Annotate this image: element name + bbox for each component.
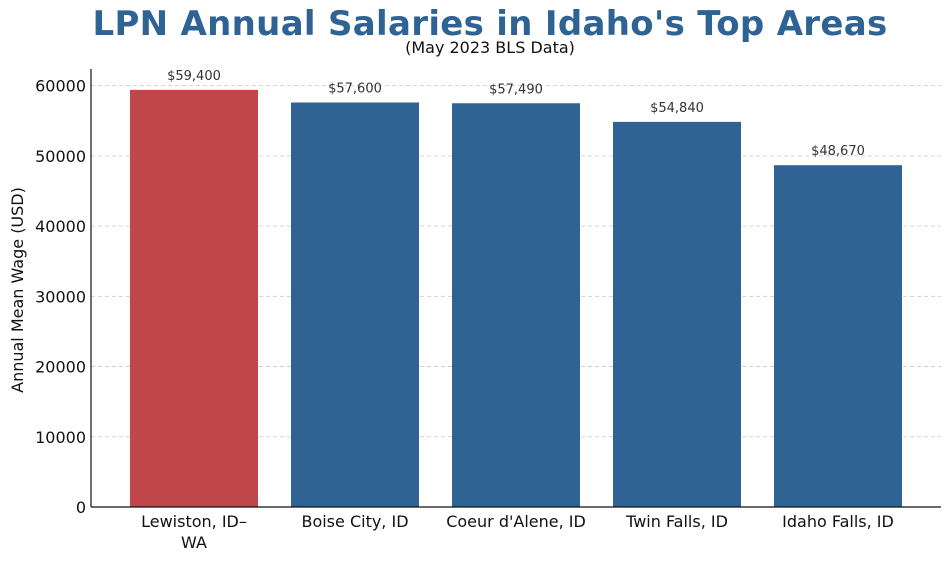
bar: [291, 102, 419, 507]
chart-subtitle: (May 2023 BLS Data): [405, 38, 575, 57]
x-tick-label: Boise City, ID: [301, 512, 408, 531]
chart-title: LPN Annual Salaries in Idaho's Top Areas: [92, 4, 888, 44]
data-label: $54,840: [650, 101, 704, 116]
y-tick-label: 20000: [35, 358, 86, 377]
x-tick-label: Idaho Falls, ID: [782, 512, 894, 531]
bar: [613, 121, 741, 507]
bar: [452, 103, 580, 507]
y-tick-label: 40000: [35, 217, 86, 236]
bars: [130, 89, 902, 507]
x-tick-label: Coeur d'Alene, ID: [446, 512, 586, 531]
bar: [130, 89, 258, 507]
data-label: $57,600: [328, 81, 382, 96]
bar: [774, 165, 902, 507]
y-tick-labels: 0 10000 20000 30000 40000 50000 60000: [35, 77, 86, 517]
y-axis-title: Annual Mean Wage (USD): [8, 187, 27, 393]
x-tick-labels: Lewiston, ID– WA Boise City, ID Coeur d'Ale…: [141, 512, 894, 552]
y-tick-label: 0: [76, 498, 86, 517]
x-tick-label: Lewiston, ID– WA: [141, 512, 247, 552]
y-tick-label: 30000: [35, 287, 86, 306]
data-labels: $59,400 $57,600 $57,490 $54,840 $48,670: [167, 69, 865, 159]
axes: [90, 69, 941, 508]
data-label: $48,670: [811, 144, 865, 159]
y-tick-label: 50000: [35, 147, 86, 166]
data-label: $57,490: [489, 82, 543, 97]
data-label: $59,400: [167, 69, 221, 84]
y-tick-label: 10000: [35, 428, 86, 447]
x-tick-label: Twin Falls, ID: [625, 512, 728, 531]
y-tick-label: 60000: [35, 77, 86, 96]
